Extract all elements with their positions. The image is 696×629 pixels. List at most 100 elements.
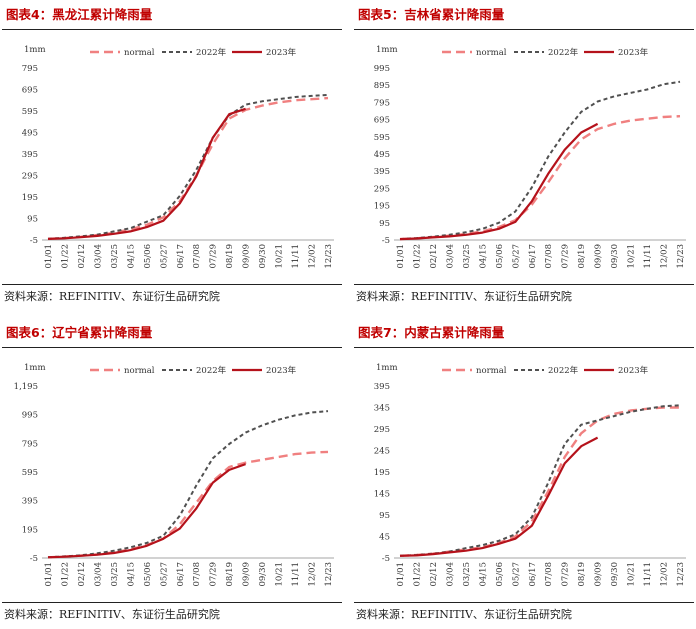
x-tick-label: 11/11 [643,562,653,587]
legend-entry: normal [476,366,507,376]
y-tick-label: 795 [22,439,38,449]
panel-inner-mongolia: 图表7：内蒙古累计降雨量 1mm normal 2022年 2023年 395 345 29… [354,320,694,621]
x-tick-label: 05/27 [511,562,521,587]
y-tick-label: -5 [382,236,390,246]
x-tick-label: 09/09 [594,244,604,269]
y-tick-label: 795 [374,98,390,108]
y-tick-label: 995 [22,411,38,421]
series-line-normal [47,96,329,241]
y-tick-label: 95 [379,511,390,521]
x-tick-label: 03/25 [462,244,472,269]
x-tick-label: 10/21 [275,562,285,587]
x-tick-label: 12/02 [660,244,670,269]
x-tick-label: 08/19 [225,562,235,587]
y-tick-label: 195 [374,202,390,212]
x-tick-label: 12/02 [308,244,318,269]
y-tick-label: 395 [22,150,38,160]
y-tick-label: 245 [374,447,390,457]
y-tick-label: 295 [374,184,390,194]
source-rule [2,284,342,285]
x-tick-label: 03/04 [445,562,455,587]
series-line-2023 [47,107,246,240]
series-line-normal [399,406,680,557]
series-line-normal [399,115,681,241]
legend-entry: normal [124,48,155,58]
x-tick-label: 08/19 [577,244,587,269]
source-rule [354,284,694,285]
y-tick-label: 695 [22,86,38,96]
x-tick-label: 01/01 [44,244,54,269]
x-tick-label: 12/02 [308,562,318,587]
x-tick-label: 02/12 [429,244,439,269]
x-tick-label: 12/23 [324,244,334,269]
x-tick-label: 01/01 [44,562,54,587]
legend-entry: 2023年 [266,47,297,58]
legend: normal 2022年 2023年 [90,365,297,376]
unit-label: 1mm [24,45,46,55]
source-rule [2,602,342,603]
x-axis: 01/01 01/22 02/12 03/04 03/25 04/15 05/06 05/27… [44,562,334,587]
x-tick-label: 03/04 [93,562,103,587]
legend-entry: 2022年 [196,47,227,58]
series-line-2022 [399,80,681,241]
x-tick-label: 01/22 [412,244,422,269]
series-line-2022 [47,93,329,240]
x-tick-label: 07/29 [561,244,571,269]
legend-entry: normal [476,48,507,58]
x-tick-label: 05/06 [495,244,505,269]
y-tick-label: 895 [374,81,390,91]
legend: normal 2022年 2023年 [442,47,649,58]
x-tick-label: 07/29 [561,562,571,587]
title-rule [2,347,342,348]
x-tick-label: 01/01 [396,244,406,269]
x-tick-label: 09/09 [242,244,252,269]
x-tick-label: 03/25 [462,562,472,587]
x-tick-label: 04/15 [126,562,136,587]
x-tick-label: 07/08 [544,562,554,587]
unit-label: 1mm [376,363,398,373]
x-tick-label: 04/15 [478,562,488,587]
series-line-2022 [399,404,681,557]
x-tick-label: 10/21 [627,244,637,269]
x-tick-label: 11/11 [643,244,653,269]
x-tick-label: 04/15 [478,244,488,269]
legend-entry: 2023年 [618,365,649,376]
x-tick-label: 10/21 [627,562,637,587]
unit-label: 1mm [376,45,398,55]
panel-title: 图表7：内蒙古累计降雨量 [358,325,505,340]
panel-title: 图表4：黑龙江累计降雨量 [6,7,153,22]
y-tick-label: 395 [374,167,390,177]
y-tick-label: 195 [22,525,38,535]
y-tick-label: 695 [374,116,390,126]
panel-title: 图表6：辽宁省累计降雨量 [6,325,153,340]
y-tick-label: 1,195 [14,382,38,392]
source-note: 资料来源：REFINITIV、东证衍生品研究院 [4,608,220,621]
y-tick-label: 295 [374,425,390,435]
x-tick-label: 06/17 [176,562,186,587]
x-tick-label: 12/23 [676,562,686,587]
y-tick-label: 45 [379,533,390,543]
legend-entry: 2022年 [196,365,227,376]
x-tick-label: 01/01 [396,562,406,587]
x-tick-label: 05/06 [495,562,505,587]
series-line-2023 [399,436,599,557]
x-tick-label: 05/06 [143,562,153,587]
y-axis: 795 695 595 495 395 295 195 95 -5 [22,64,38,246]
x-tick-label: 05/27 [159,244,169,269]
x-tick-label: 06/17 [528,562,538,587]
rainfall-chart-inner-mongolia: 1mm normal 2022年 2023年 395 345 295 245 195 145 95 4… [374,363,686,587]
x-tick-label: 05/27 [511,244,521,269]
x-tick-label: 10/21 [275,244,285,269]
title-rule [354,29,694,30]
x-tick-label: 08/19 [225,244,235,269]
x-tick-label: 07/08 [544,244,554,269]
x-tick-label: 05/06 [143,244,153,269]
x-tick-label: 01/22 [60,562,70,587]
x-tick-label: 12/23 [324,562,334,587]
y-axis: 995 895 795 695 595 495 395 295 195 95 -5 [374,64,390,246]
x-tick-label: 01/22 [60,244,70,269]
x-tick-label: 07/29 [209,562,219,587]
y-tick-label: -5 [30,236,38,246]
x-tick-label: 03/04 [93,244,103,269]
rainfall-chart-jilin: 1mm normal 2022年 2023年 995 895 795 695 595 495 395… [374,45,686,269]
